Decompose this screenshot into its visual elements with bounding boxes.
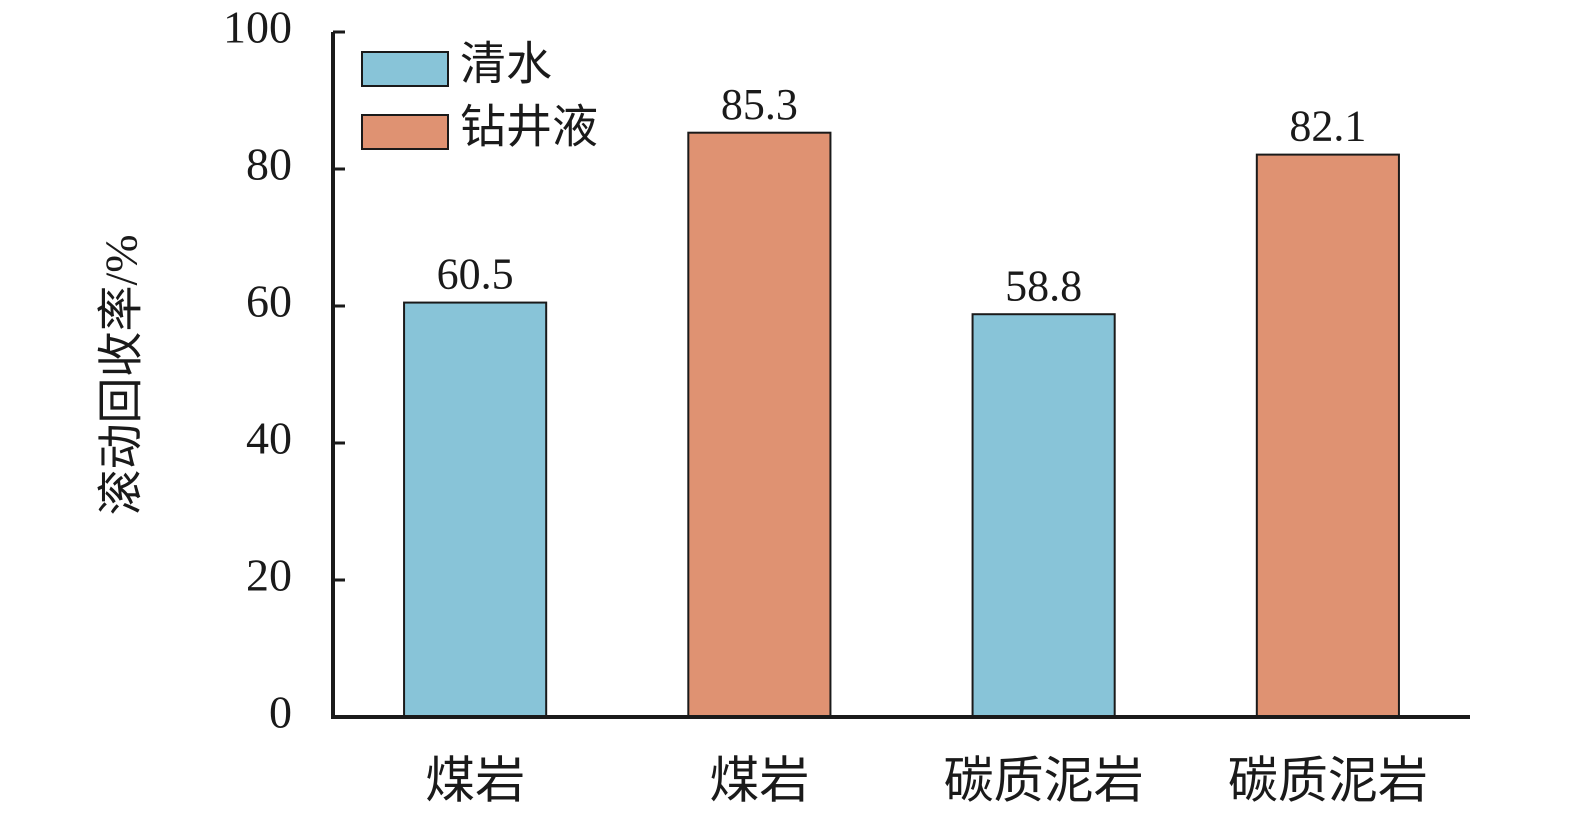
value-label: 85.3 — [721, 80, 798, 129]
x-tick-label: 碳质泥岩 — [1228, 752, 1428, 808]
value-label: 58.8 — [1005, 261, 1082, 310]
bar — [687, 131, 832, 718]
y-tick-label: 20 — [246, 550, 292, 601]
value-label: 60.5 — [437, 250, 514, 299]
x-tick-label: 碳质泥岩 — [944, 752, 1144, 808]
y-tick-label: 100 — [223, 2, 292, 53]
y-tick-label: 40 — [246, 413, 292, 464]
bar — [403, 301, 548, 718]
x-tick-label: 煤岩 — [425, 752, 525, 808]
legend-swatch — [361, 114, 449, 150]
legend-label: 钻井液 — [460, 102, 598, 153]
y-tick-label: 0 — [269, 687, 292, 738]
bar — [1255, 153, 1400, 719]
x-tick-label: 煤岩 — [709, 752, 809, 808]
y-tick-label: 60 — [246, 276, 292, 327]
y-tick-label: 80 — [246, 139, 292, 190]
y-axis-label: 滚动回收率/% — [96, 234, 147, 515]
bar — [971, 313, 1116, 718]
value-label: 82.1 — [1289, 102, 1366, 151]
legend-label: 清水 — [460, 39, 552, 90]
legend-swatch — [361, 51, 449, 87]
